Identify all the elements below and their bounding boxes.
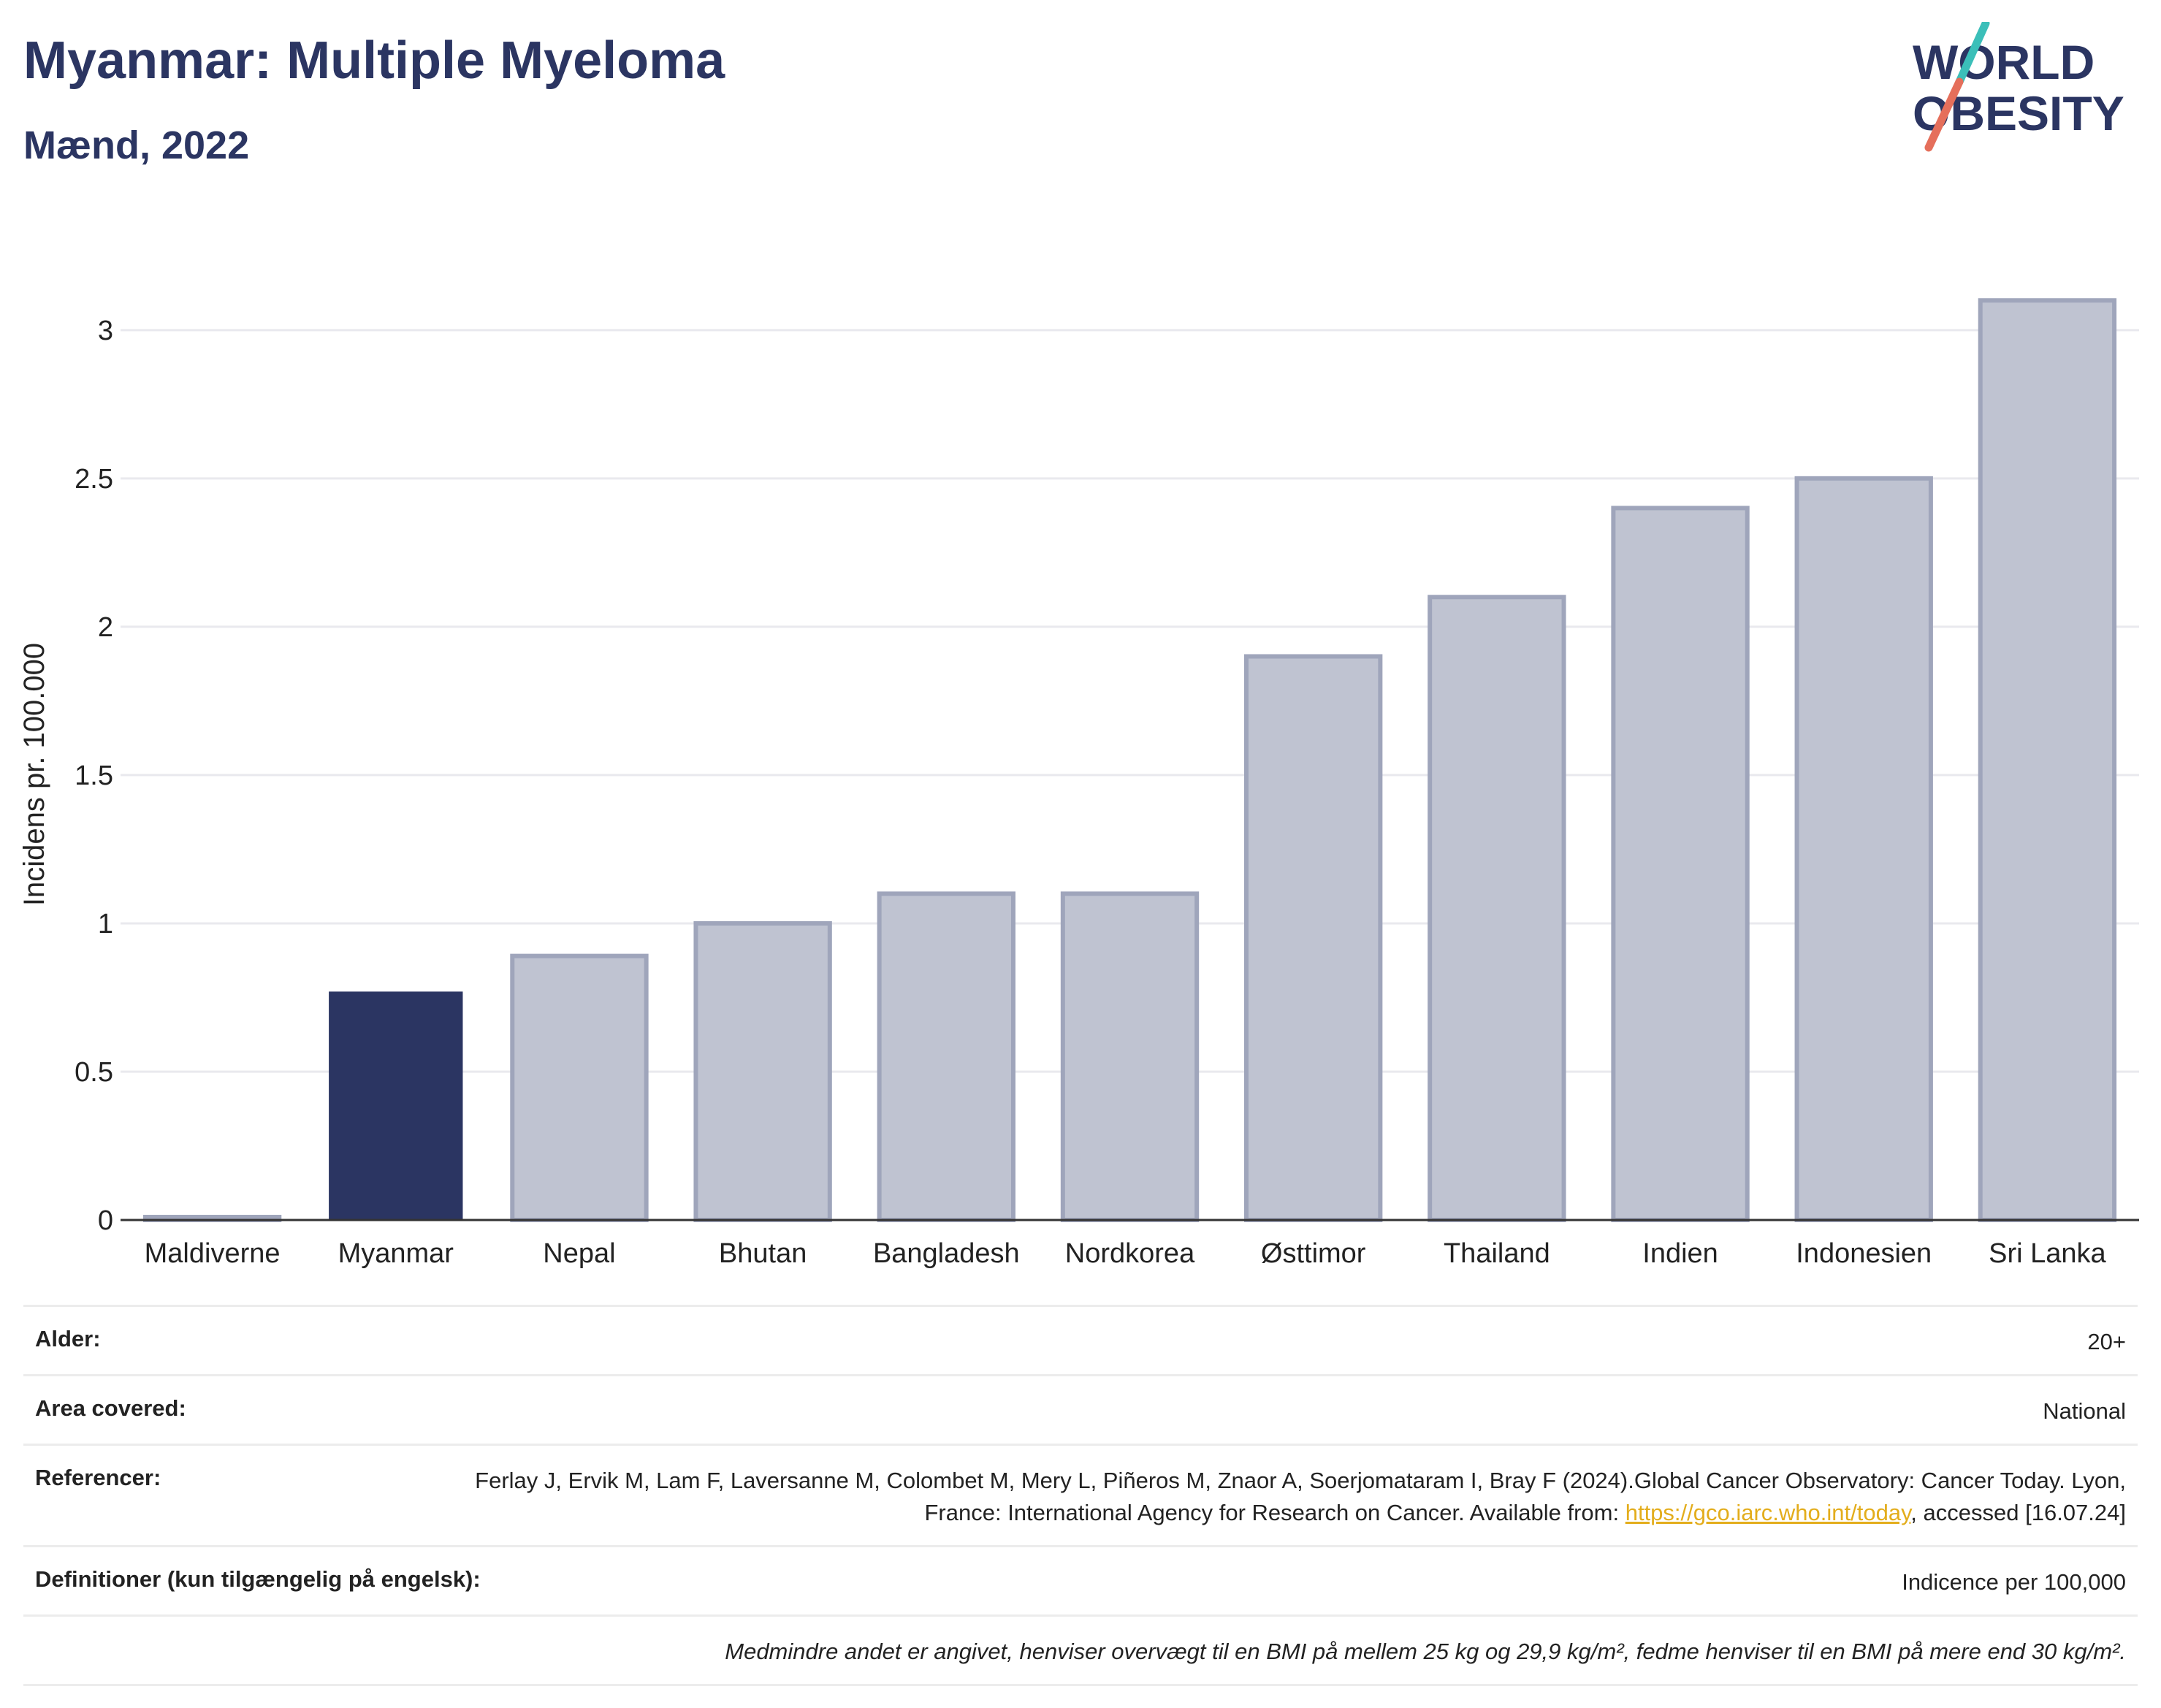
- x-tick-label: Bhutan: [719, 1238, 807, 1269]
- page-title: Myanmar: Multiple Myeloma: [23, 31, 725, 90]
- bar-indonesien: [1794, 476, 1933, 1222]
- footnote: Medmindre andet er angivet, henviser ove…: [725, 1639, 2126, 1664]
- y-tick-label: 0: [98, 1205, 113, 1236]
- y-tick-label: 3: [98, 316, 113, 346]
- bars: [142, 298, 2117, 1223]
- bar-myanmar: [329, 991, 463, 1220]
- area-row: Area covered: National: [23, 1374, 2138, 1444]
- logo-teal-stroke: [1955, 22, 1990, 86]
- world-obesity-logo: WORLD OBESITY: [1913, 22, 2124, 152]
- x-tick-label: Indonesien: [1796, 1238, 1932, 1269]
- bar-nordkorea: [1060, 891, 1200, 1222]
- y-tick-label: 0.5: [75, 1057, 113, 1088]
- x-tick-label: Nepal: [543, 1238, 615, 1269]
- reference-text: Ferlay J, Ervik M, Lam F, Laversanne M, …: [475, 1468, 2126, 1525]
- area-label: Area covered:: [35, 1395, 186, 1421]
- bar-indien: [1611, 506, 1750, 1223]
- metadata-table: Alder: 20+ Area covered: National Refere…: [23, 1305, 2138, 1686]
- definitions-value: Indicence per 100,000: [1902, 1569, 2126, 1595]
- page-subtitle: Mænd, 2022: [23, 123, 250, 167]
- references-value: Ferlay J, Ervik M, Lam F, Laversanne M, …: [446, 1465, 2126, 1529]
- bar-østtimor: [1244, 654, 1383, 1222]
- y-tick-label: 2.5: [75, 464, 113, 495]
- age-row: Alder: 20+: [23, 1305, 2138, 1374]
- y-tick-label: 2: [98, 612, 113, 643]
- definitions-row: Definitioner (kun tilgængelig på engelsk…: [23, 1545, 2138, 1614]
- y-axis-ticks: 0 0.5 1 1.5 2 2.5 3: [75, 316, 113, 1236]
- bar-thailand: [1428, 595, 1566, 1222]
- bar-bhutan: [693, 920, 832, 1222]
- reference-link[interactable]: https://gco.iarc.who.int/today: [1625, 1500, 1911, 1525]
- y-axis-label: Incidens pr. 100.000: [18, 643, 50, 906]
- references-row: Referencer: Ferlay J, Ervik M, Lam F, La…: [23, 1444, 2138, 1545]
- y-tick-label: 1: [98, 909, 113, 939]
- logo-coral-stroke: [1924, 77, 1964, 152]
- references-label: Referencer:: [35, 1465, 161, 1490]
- x-tick-label: Maldiverne: [145, 1238, 281, 1269]
- x-tick-label: Bangladesh: [873, 1238, 1020, 1269]
- area-value: National: [2043, 1398, 2126, 1424]
- definitions-label: Definitioner (kun tilgængelig på engelsk…: [35, 1566, 481, 1592]
- x-tick-label: Nordkorea: [1065, 1238, 1195, 1269]
- bar-chart: 0 0.5 1 1.5 2 2.5 3 Maldiverne Myanmar Nepal Bhut…: [18, 298, 2139, 1269]
- x-tick-label: Indien: [1642, 1238, 1718, 1269]
- reference-accessed: , accessed [16.07.24]: [1910, 1500, 2126, 1525]
- age-value: 20+: [2087, 1329, 2126, 1354]
- y-tick-label: 1.5: [75, 760, 113, 791]
- x-tick-label: Myanmar: [338, 1238, 454, 1269]
- bar-sri-lanka: [1978, 298, 2117, 1222]
- bar-nepal: [510, 953, 649, 1223]
- x-tick-label: Østtimor: [1261, 1238, 1366, 1269]
- footnote-row: Medmindre andet er angivet, henviser ove…: [23, 1614, 2138, 1686]
- logo-line-1: WORLD: [1913, 35, 2095, 89]
- x-axis-ticks: Maldiverne Myanmar Nepal Bhutan Bangladesh No…: [145, 1238, 2107, 1269]
- age-label: Alder:: [35, 1326, 101, 1351]
- bar-bangladesh: [877, 891, 1015, 1222]
- x-tick-label: Sri Lanka: [1989, 1238, 2106, 1269]
- x-tick-label: Thailand: [1444, 1238, 1550, 1269]
